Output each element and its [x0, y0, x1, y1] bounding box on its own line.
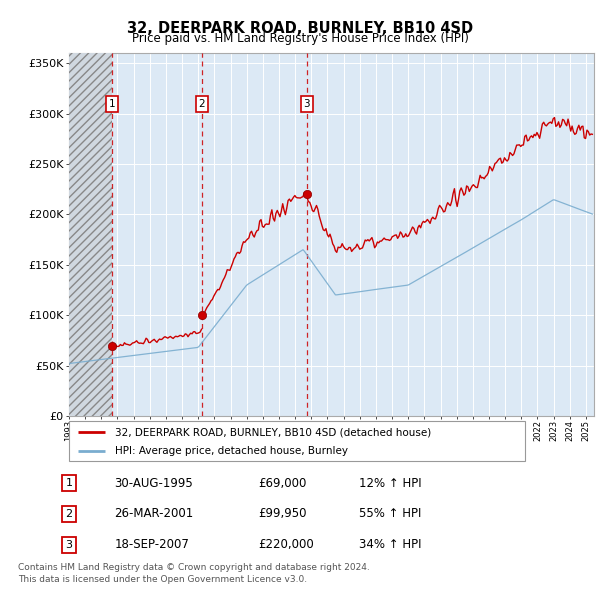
Text: 12% ↑ HPI: 12% ↑ HPI [359, 477, 422, 490]
Text: 3: 3 [65, 540, 73, 550]
Text: HPI: Average price, detached house, Burnley: HPI: Average price, detached house, Burn… [115, 445, 347, 455]
Text: 18-SEP-2007: 18-SEP-2007 [115, 538, 190, 551]
Text: £69,000: £69,000 [259, 477, 307, 490]
Text: 2: 2 [199, 99, 205, 109]
Text: 2: 2 [65, 509, 73, 519]
Text: 1: 1 [109, 99, 115, 109]
Text: 3: 3 [304, 99, 310, 109]
Text: 26-MAR-2001: 26-MAR-2001 [115, 507, 194, 520]
Text: 30-AUG-1995: 30-AUG-1995 [115, 477, 193, 490]
Text: Contains HM Land Registry data © Crown copyright and database right 2024.: Contains HM Land Registry data © Crown c… [18, 562, 370, 572]
Text: 55% ↑ HPI: 55% ↑ HPI [359, 507, 422, 520]
Text: 34% ↑ HPI: 34% ↑ HPI [359, 538, 422, 551]
Text: This data is licensed under the Open Government Licence v3.0.: This data is licensed under the Open Gov… [18, 575, 307, 585]
Text: £99,950: £99,950 [259, 507, 307, 520]
Text: £220,000: £220,000 [259, 538, 314, 551]
FancyBboxPatch shape [69, 421, 525, 461]
Text: Price paid vs. HM Land Registry's House Price Index (HPI): Price paid vs. HM Land Registry's House … [131, 32, 469, 45]
Bar [69, 53, 112, 416]
Text: 1: 1 [65, 478, 73, 489]
Text: 32, DEERPARK ROAD, BURNLEY, BB10 4SD (detached house): 32, DEERPARK ROAD, BURNLEY, BB10 4SD (de… [115, 427, 431, 437]
Text: 32, DEERPARK ROAD, BURNLEY, BB10 4SD: 32, DEERPARK ROAD, BURNLEY, BB10 4SD [127, 21, 473, 35]
